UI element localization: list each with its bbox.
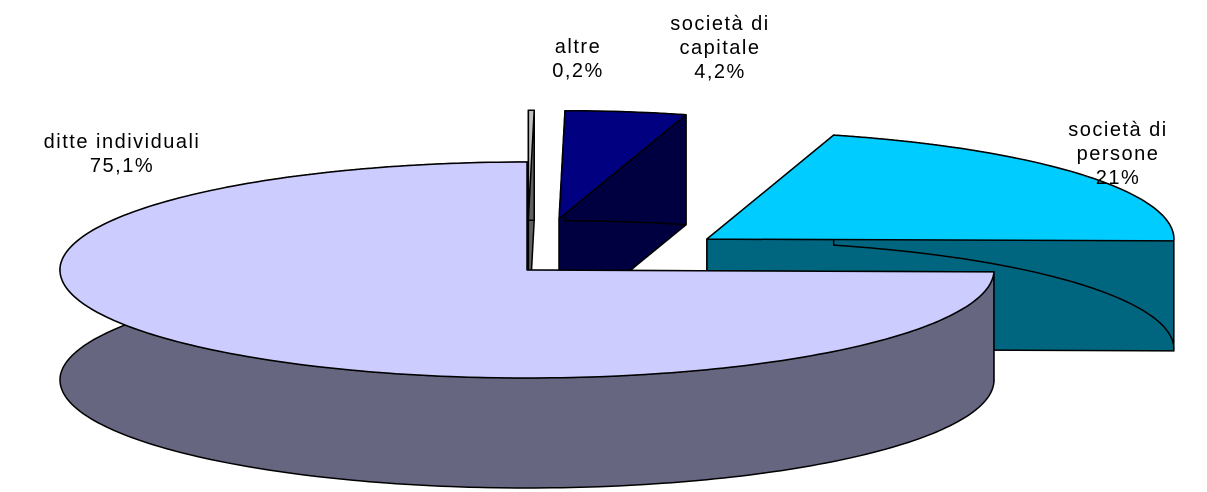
value-label: 75,1%	[89, 155, 155, 177]
category-label: ditte individuali	[43, 131, 201, 153]
slice-label: altre 0,2%	[528, 35, 628, 83]
slice-top	[558, 109, 687, 220]
slice-top	[527, 109, 535, 219]
slice-label: ditte individuali 75,1%	[0, 130, 252, 178]
category-label: società di capitale	[670, 13, 770, 59]
slice-label: società di persone 21%	[1053, 118, 1183, 190]
category-label: società di persone	[1068, 119, 1168, 165]
slice-label: società di capitale 4,2%	[655, 12, 785, 84]
slice-top	[706, 134, 1175, 242]
slice-top	[59, 161, 995, 379]
value-label: 0,2%	[552, 60, 604, 82]
value-label: 4,2%	[694, 61, 746, 83]
value-label: 21%	[1095, 167, 1141, 189]
category-label: altre	[554, 36, 602, 58]
